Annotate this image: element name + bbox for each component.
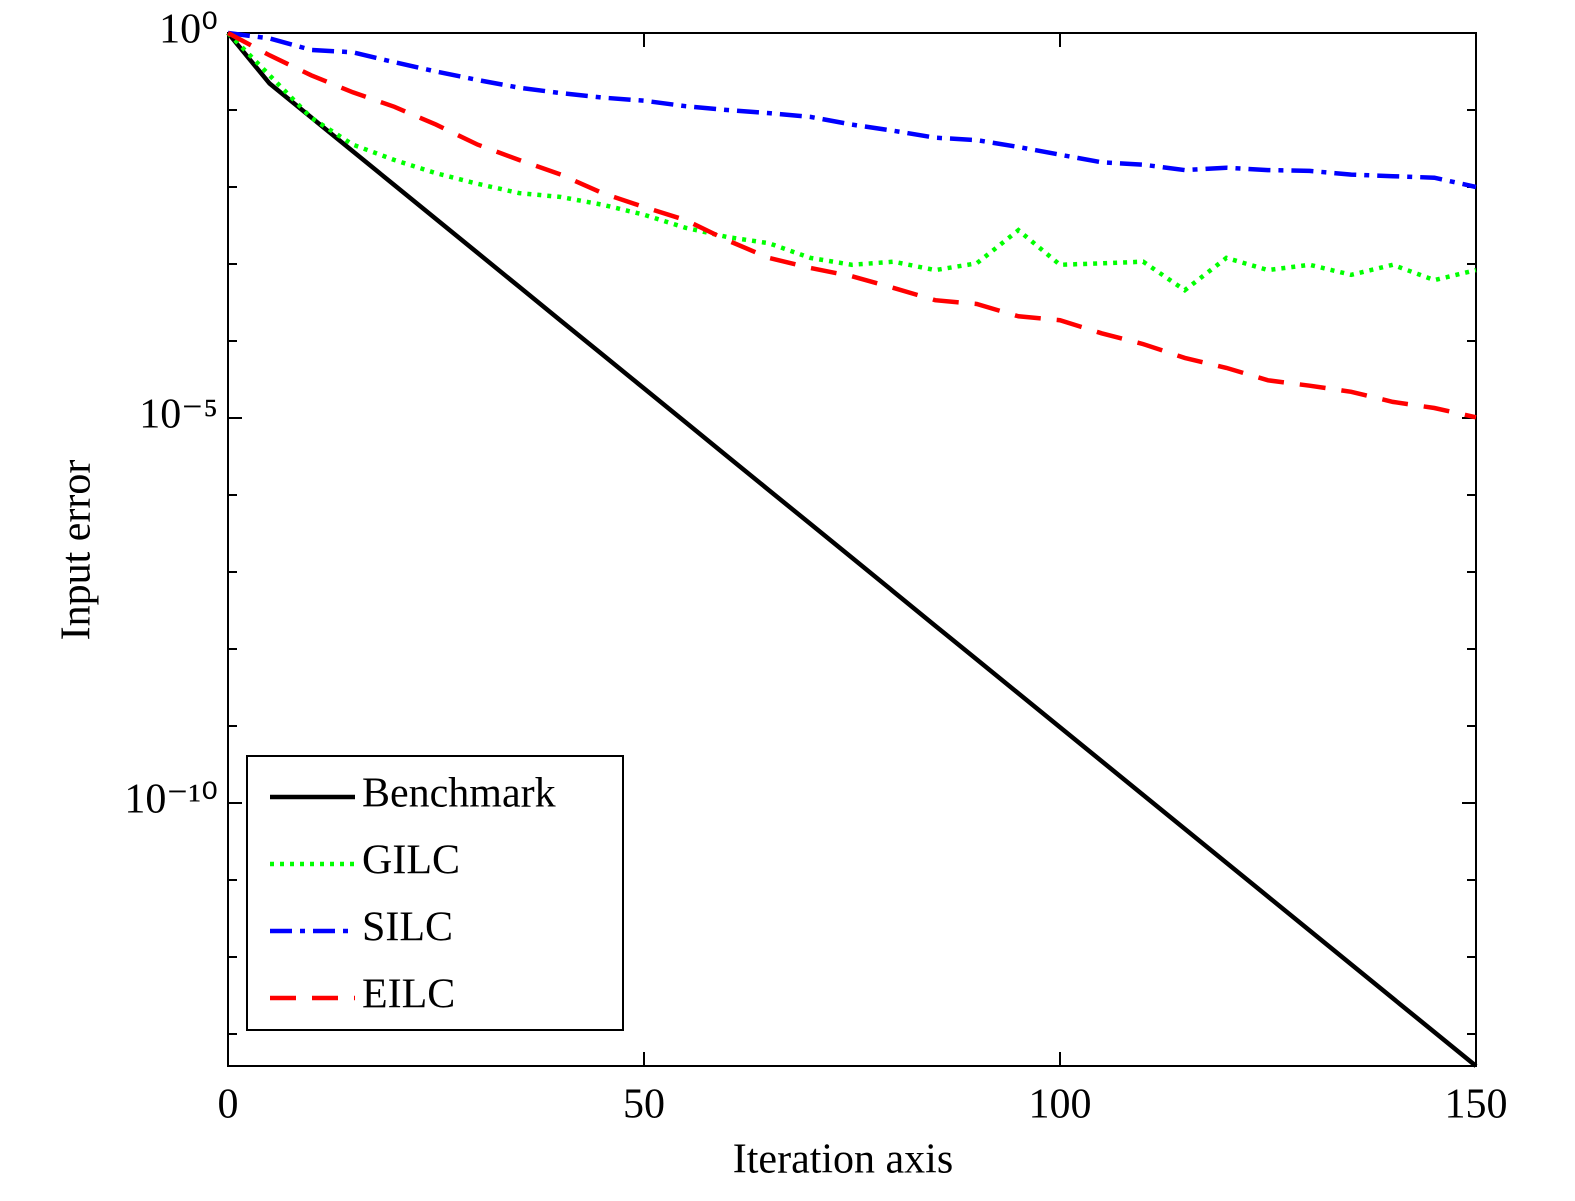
x-tick-label: 150	[1445, 1082, 1508, 1128]
x-tick-label: 100	[1029, 1082, 1092, 1128]
series-line	[226, 31, 1477, 420]
plot-frame	[227, 32, 1477, 1067]
series-line	[226, 31, 1477, 293]
x-tick-label: 50	[623, 1082, 665, 1128]
legend-label: EILC	[362, 972, 455, 1018]
y-axis-title: Input error	[54, 460, 100, 641]
series-line	[227, 30, 1477, 190]
series-line	[226, 31, 1478, 1068]
y-tick-label: 10⁻⁵	[139, 392, 218, 438]
legend-box	[246, 755, 624, 1031]
legend-label: SILC	[362, 905, 453, 951]
x-axis-title: Iteration axis	[733, 1137, 953, 1183]
y-tick-label: 10⁻¹⁰	[124, 777, 218, 823]
y-tick-label: 10⁰	[159, 7, 218, 53]
legend-label: GILC	[362, 838, 460, 884]
x-tick-label: 0	[218, 1082, 239, 1128]
legend-label: Benchmark	[362, 771, 556, 817]
